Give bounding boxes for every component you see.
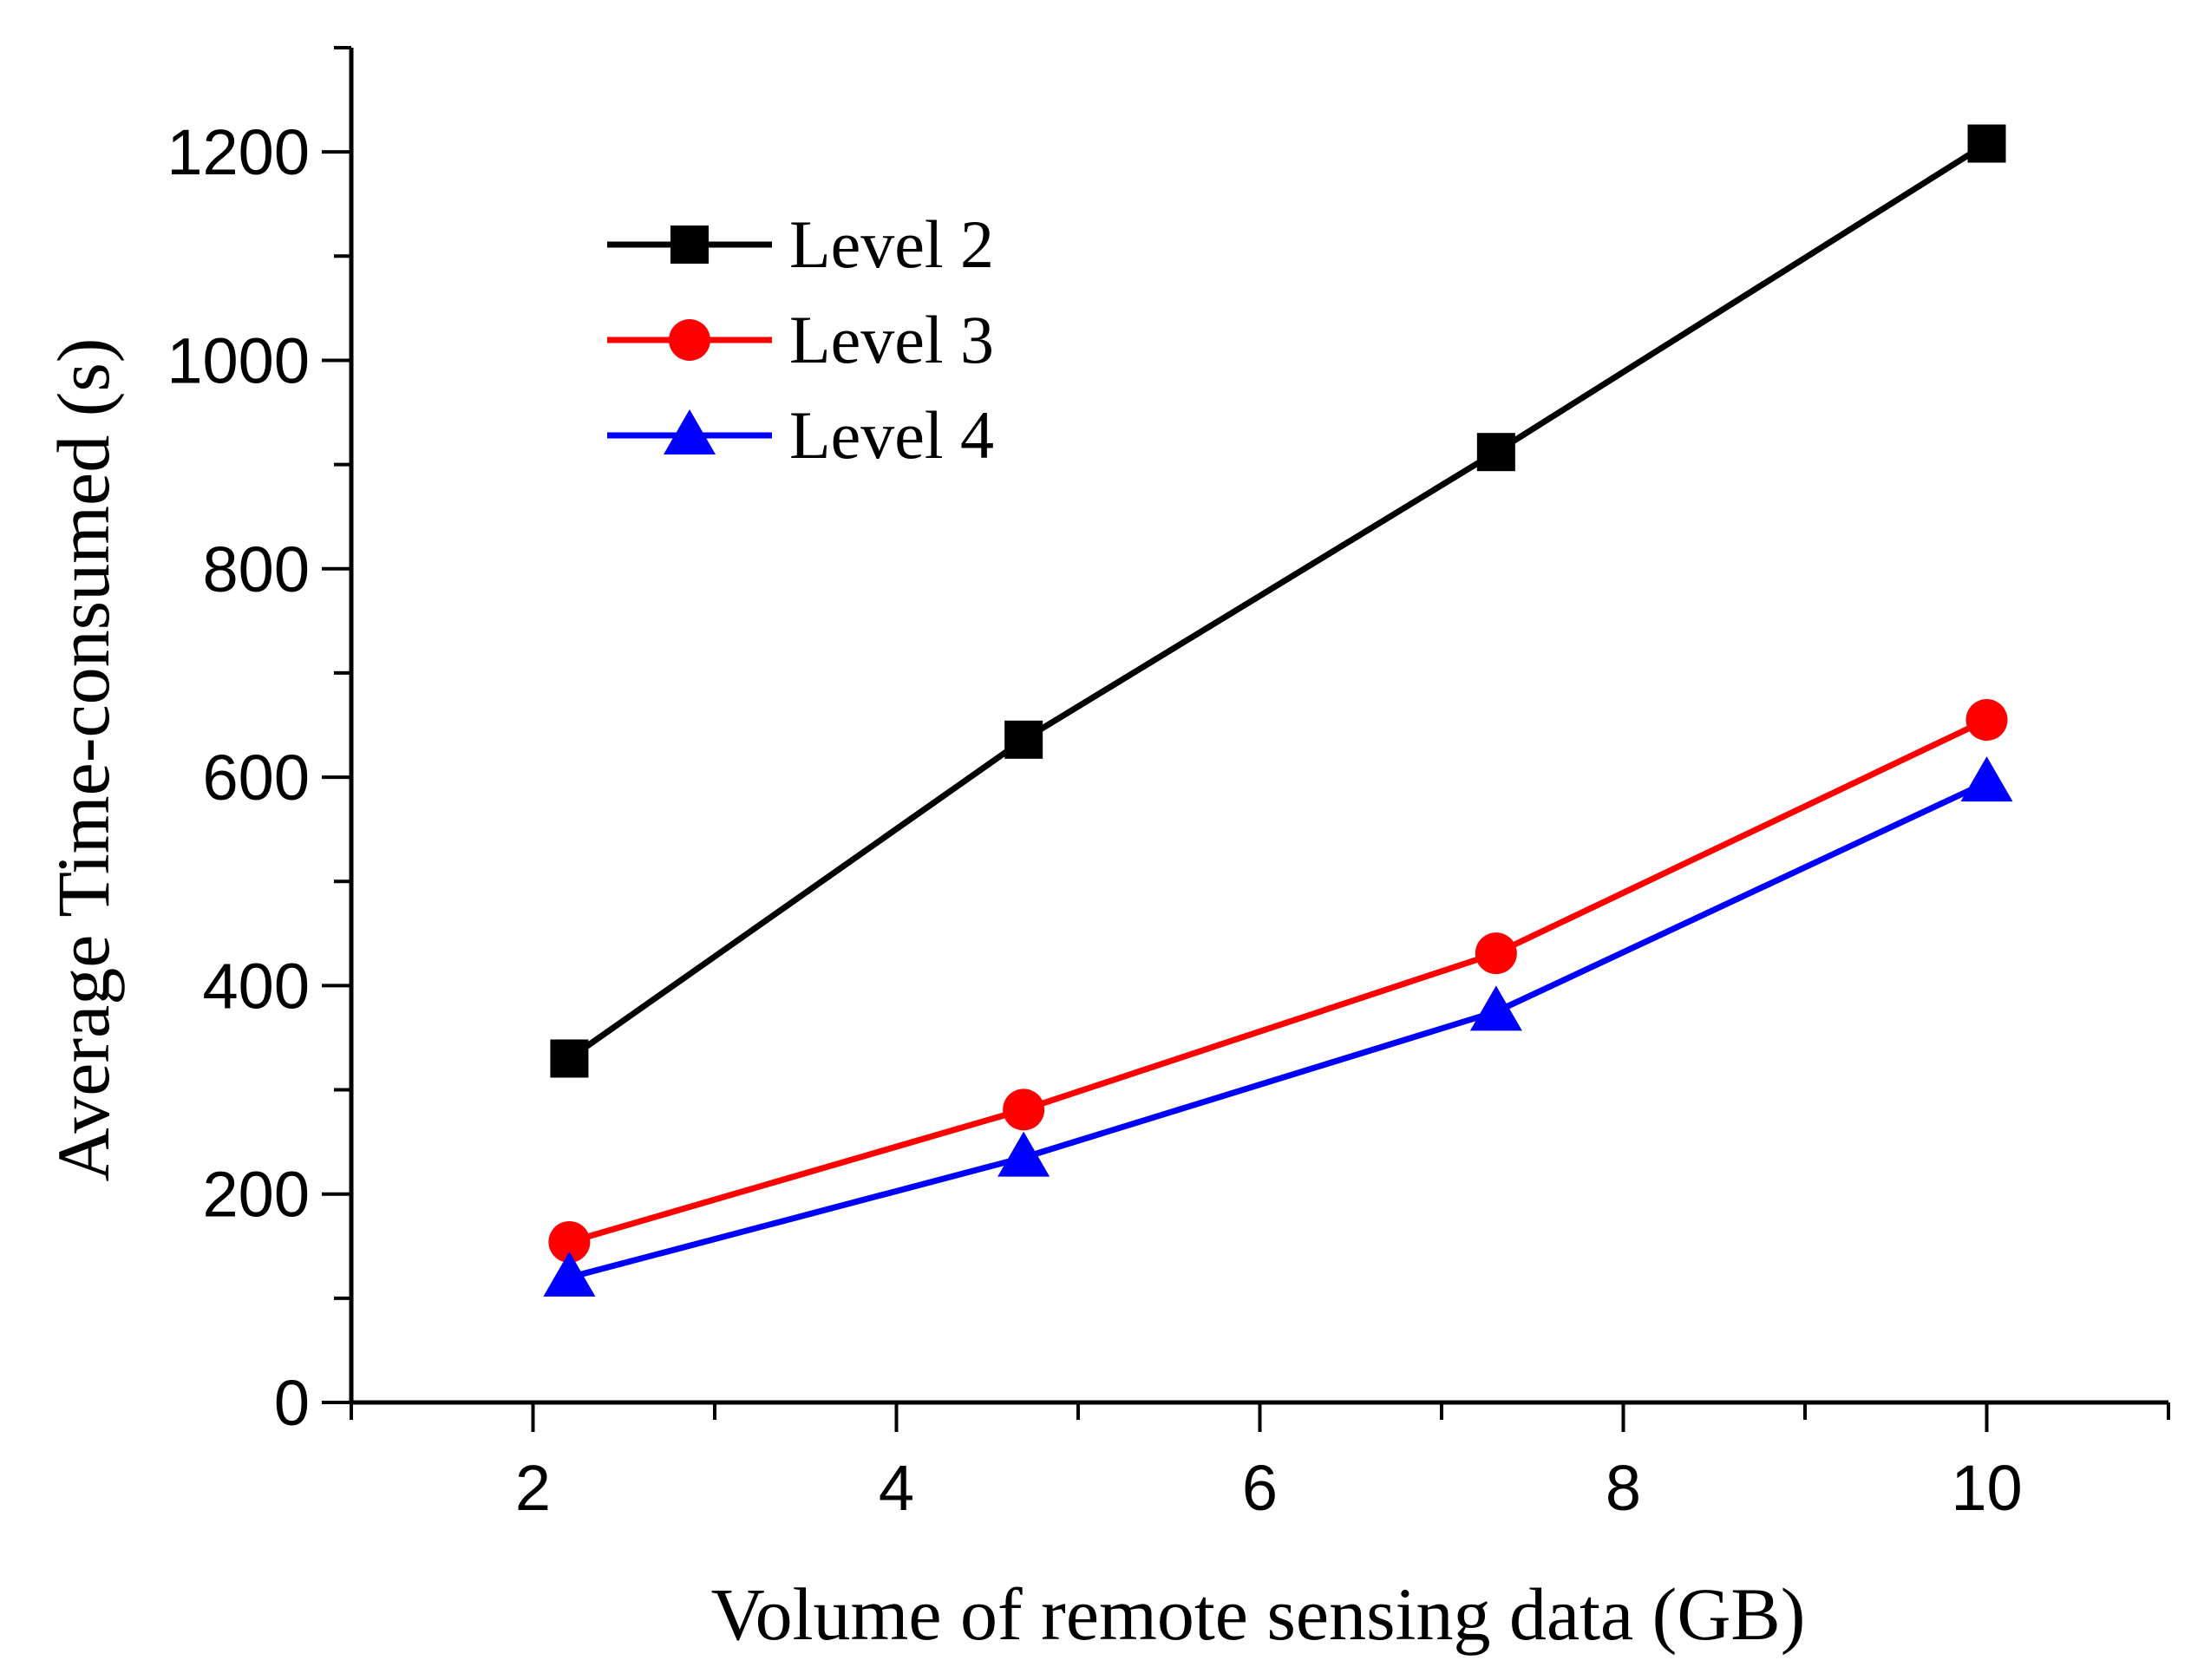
data-point bbox=[543, 1251, 596, 1297]
series-layer bbox=[543, 124, 2013, 1297]
legend-item-level-3: Level 3 bbox=[607, 302, 994, 377]
legend-marker bbox=[669, 319, 710, 361]
data-point bbox=[550, 1039, 589, 1078]
y-tick-label: 400 bbox=[203, 950, 310, 1022]
legend-label: Level 4 bbox=[789, 397, 994, 473]
legend-item-level-2: Level 2 bbox=[607, 206, 994, 282]
x-tick-label: 8 bbox=[1606, 1452, 1641, 1524]
data-point bbox=[1003, 1088, 1045, 1131]
data-point bbox=[1475, 932, 1517, 975]
series-line bbox=[568, 716, 1989, 1245]
data-point bbox=[1469, 985, 1522, 1031]
data-point bbox=[1004, 720, 1043, 759]
series-line bbox=[567, 141, 1989, 1062]
series-level-2 bbox=[550, 124, 2006, 1078]
y-tick-label: 800 bbox=[203, 533, 310, 605]
y-tick-label: 0 bbox=[274, 1367, 310, 1439]
x-tick-label: 10 bbox=[1951, 1452, 2022, 1524]
x-tick-label: 4 bbox=[879, 1452, 914, 1524]
axes: 0 200 400 600 800 1000 1200 2 4 6 8 10 bbox=[167, 46, 2170, 1524]
x-axis-title: Volume of remote sensing data (GB) bbox=[711, 1572, 1806, 1656]
legend-label: Level 2 bbox=[789, 206, 994, 282]
legend-marker bbox=[670, 226, 709, 264]
x-tick-label: 2 bbox=[515, 1452, 551, 1524]
legend: Level 2 Level 3 Level 4 bbox=[607, 206, 994, 473]
series-level-4 bbox=[543, 756, 2013, 1297]
x-tick-label: 6 bbox=[1242, 1452, 1278, 1524]
legend-item-level-4: Level 4 bbox=[607, 397, 994, 473]
y-tick-label: 1200 bbox=[167, 116, 310, 188]
series-level-3 bbox=[548, 698, 2008, 1263]
data-point bbox=[1967, 124, 2006, 163]
y-tick-label: 1000 bbox=[167, 324, 310, 396]
data-point bbox=[997, 1131, 1050, 1177]
data-point bbox=[1476, 433, 1515, 472]
data-point bbox=[548, 1220, 591, 1263]
y-tick-label: 600 bbox=[203, 742, 310, 814]
y-tick-label: 200 bbox=[203, 1159, 310, 1231]
legend-marker bbox=[664, 409, 716, 454]
y-axis-title: Average Time-consumed (s) bbox=[42, 338, 125, 1182]
series-line bbox=[568, 779, 1988, 1281]
data-point bbox=[1960, 756, 2013, 802]
data-point bbox=[1965, 698, 2008, 741]
legend-label: Level 3 bbox=[789, 302, 994, 377]
